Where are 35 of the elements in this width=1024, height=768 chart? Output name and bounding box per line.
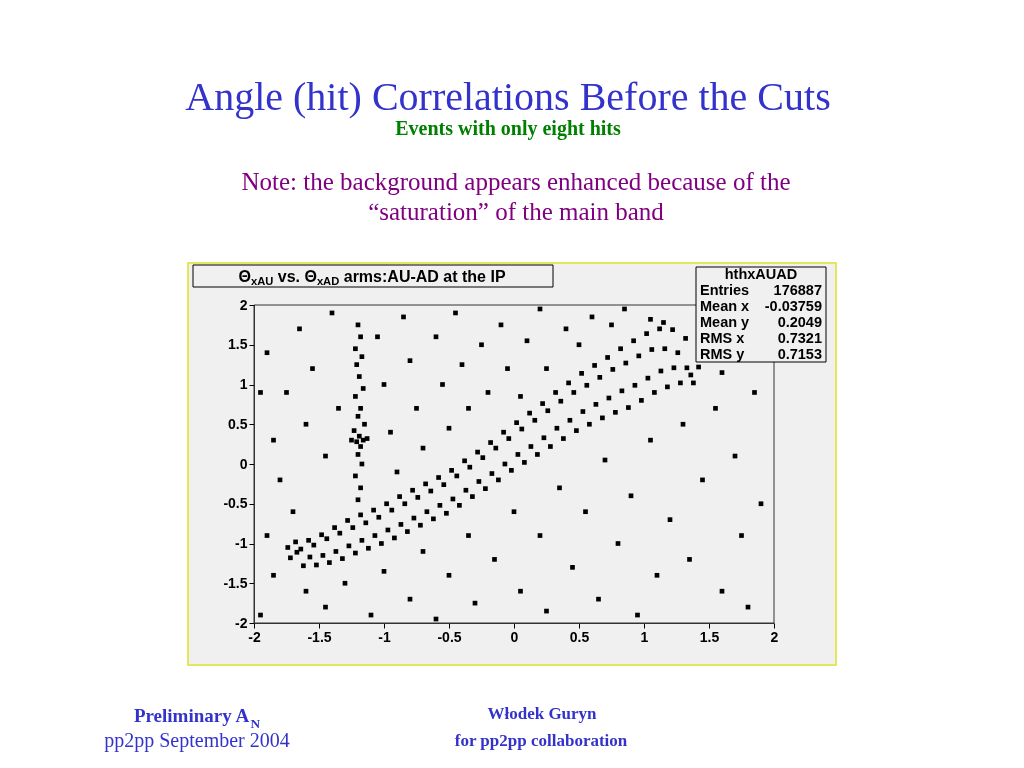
- annotation: RMS x: [700, 330, 745, 346]
- annotation: RMS y: [700, 346, 745, 362]
- text: “saturation” of the main band: [368, 198, 665, 225]
- y-tick-label: -1.5: [223, 574, 248, 591]
- y-tick-label: -0.5: [223, 495, 248, 512]
- text: for pp2pp collaboration: [454, 731, 628, 750]
- x-tick-label: 2: [770, 628, 779, 645]
- text: Entries: [700, 282, 750, 298]
- x-tick-label: -0.5: [437, 628, 462, 645]
- y-tick-label: 1.5: [228, 336, 248, 353]
- y-tick-label: -1: [235, 535, 248, 551]
- annotation: -0.03759: [764, 298, 822, 314]
- text: 0.2049: [777, 314, 822, 330]
- x-tick-label: 0.5: [569, 628, 590, 645]
- text: Włodek Guryn: [487, 704, 598, 723]
- x-tick-label: 1.5: [699, 628, 720, 645]
- annotation: Mean x: [700, 298, 750, 314]
- x-tick-label: 0: [510, 628, 519, 645]
- text: 176887: [773, 282, 822, 298]
- x-tick-label: 1: [640, 628, 649, 645]
- text: pp2pp September 2004: [104, 729, 290, 752]
- y-tick-label: 1: [239, 376, 248, 392]
- y-tick-label: 0: [239, 455, 248, 472]
- y-tick-label: -2: [235, 614, 248, 631]
- text: Note: the background appears enhanced because of the: [241, 168, 791, 195]
- y-tick-label: 0.5: [228, 415, 248, 432]
- y-tick-label: 2: [239, 296, 248, 313]
- chart-subtitle: Events with only eight hits: [395, 117, 622, 140]
- x-tick-label: -1.5: [307, 628, 332, 645]
- text: hthxAUAD: [724, 266, 798, 282]
- text: 0.7321: [777, 330, 822, 346]
- chart-title: Angle (hit) Correlations Before the Cuts: [185, 74, 831, 119]
- text: 0.7153: [777, 346, 822, 362]
- annotation: Mean y: [700, 314, 750, 330]
- x-tick-label: -1: [378, 628, 391, 645]
